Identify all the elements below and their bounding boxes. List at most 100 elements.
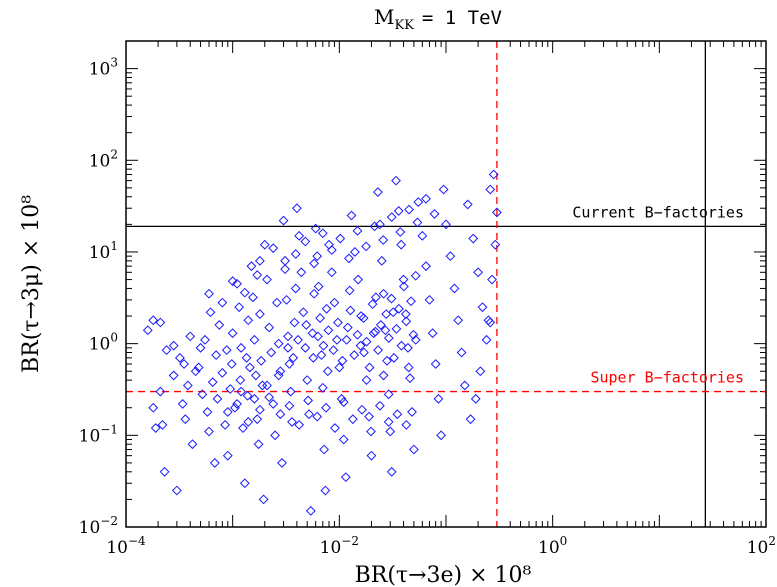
data-point (310, 223, 321, 234)
data-point (485, 184, 496, 195)
data-point (264, 322, 275, 333)
data-point (232, 278, 242, 289)
data-point (324, 239, 334, 250)
data-point (424, 294, 435, 305)
data-point (266, 347, 277, 358)
data-point (159, 466, 170, 477)
data-point (284, 359, 295, 369)
data-point (268, 243, 279, 254)
data-point (285, 386, 296, 397)
data-point (302, 375, 313, 386)
data-point (168, 370, 179, 381)
data-point (421, 261, 431, 272)
data-point (386, 293, 397, 304)
data-point (361, 241, 371, 252)
data-point (374, 400, 385, 411)
data-point (410, 270, 421, 281)
chart-title-rest: = 1 TeV (422, 7, 502, 29)
data-point (347, 414, 358, 425)
reference-line-label: Current B−factories (572, 203, 744, 221)
data-point (475, 366, 486, 377)
data-point (320, 485, 331, 496)
data-point (161, 345, 172, 356)
data-point (383, 417, 394, 427)
data-point (383, 333, 394, 343)
data-point (375, 320, 386, 330)
y-tick-label: 100 (89, 331, 118, 355)
data-point (398, 274, 409, 285)
data-point (249, 393, 260, 404)
data-point (332, 334, 342, 345)
data-point (243, 315, 254, 326)
data-point (350, 247, 360, 257)
data-point (222, 450, 233, 461)
data-point (370, 292, 381, 303)
y-axis-label: BR(τ→3μ) × 10⁸ (19, 195, 44, 373)
data-point (301, 320, 312, 330)
data-point (197, 389, 208, 400)
data-point (200, 334, 210, 345)
data-point (341, 334, 352, 345)
data-point (381, 309, 392, 320)
reference-line-label: Super B−factories (590, 369, 744, 387)
data-point (317, 382, 328, 393)
data-point (148, 402, 159, 413)
data-point (185, 331, 196, 342)
data-point (373, 187, 383, 197)
data-point (174, 352, 185, 363)
data-point (239, 478, 250, 489)
data-point (253, 439, 264, 450)
data-point (355, 340, 366, 351)
x-axis-label: BR(τ→3e) × 10⁸ (355, 563, 532, 587)
data-point (441, 219, 451, 230)
data-point (268, 399, 279, 409)
data-point (359, 347, 369, 358)
data-point (305, 505, 316, 516)
data-points (142, 169, 502, 516)
data-point (385, 426, 396, 437)
data-point (342, 322, 353, 333)
data-point (388, 307, 399, 318)
data-point (436, 430, 447, 441)
data-point (317, 228, 328, 239)
data-point (221, 345, 232, 356)
data-point (429, 209, 440, 219)
data-point (382, 355, 392, 366)
data-point (346, 210, 357, 221)
data-point (340, 472, 351, 483)
data-point (312, 251, 323, 262)
data-point (155, 386, 166, 397)
data-point (312, 411, 323, 422)
data-point (374, 219, 385, 230)
data-point (389, 352, 399, 363)
x-tick-label: 10−4 (106, 534, 146, 558)
data-point (275, 366, 286, 377)
data-point (337, 355, 348, 366)
data-point (370, 326, 381, 337)
data-point (277, 458, 287, 468)
data-point (322, 366, 333, 377)
data-point (242, 390, 253, 401)
data-point (386, 466, 397, 477)
data-point (383, 389, 394, 400)
data-point (491, 207, 502, 218)
data-point (421, 193, 431, 204)
data-point (308, 352, 319, 363)
data-point (395, 227, 406, 237)
y-tick-label: 10−1 (79, 422, 118, 446)
data-point (358, 313, 369, 323)
data-point (456, 347, 467, 358)
axis-ticks (125, 40, 766, 528)
data-point (487, 274, 497, 285)
data-point (334, 362, 345, 373)
data-point (249, 334, 260, 345)
x-tick-label: 10−2 (320, 534, 359, 558)
data-point (378, 235, 389, 245)
chart-title: MKK = 1 TeV (374, 5, 502, 33)
data-point (283, 331, 293, 342)
data-point (488, 169, 499, 180)
data-point (238, 423, 248, 433)
data-point (352, 225, 363, 236)
data-point (401, 419, 412, 430)
data-point (490, 239, 501, 250)
